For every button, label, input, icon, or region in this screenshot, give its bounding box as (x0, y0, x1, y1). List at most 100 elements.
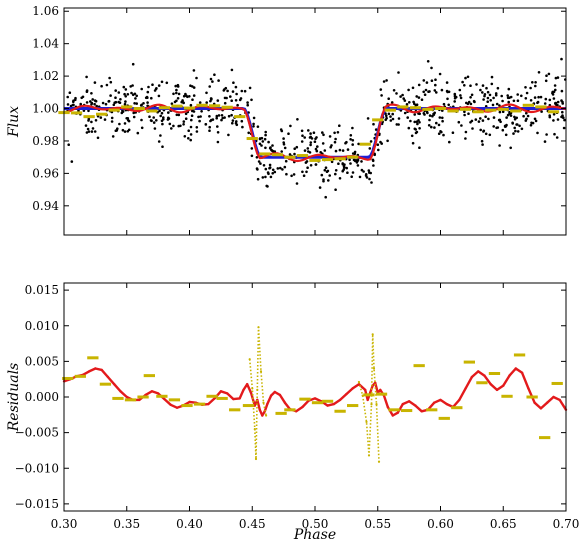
flux-data-point (543, 140, 547, 143)
flux-data-point (351, 171, 355, 174)
flux-data-point (560, 57, 563, 61)
flux-data-point (300, 129, 304, 133)
flux-data-point (160, 111, 164, 115)
residual-point (357, 383, 361, 386)
flux-data-point (492, 125, 496, 128)
residual-point (283, 401, 287, 404)
flux-data-point (324, 166, 328, 169)
flux-data-point (111, 135, 115, 138)
flux-data-point (413, 120, 417, 124)
flux-data-point (520, 127, 524, 131)
flux-data-point (385, 79, 388, 82)
flux-data-point (430, 66, 433, 70)
flux-data-point (467, 112, 470, 115)
flux-data-point (103, 118, 107, 121)
residual-point (150, 390, 154, 393)
flux-data-point (463, 113, 466, 117)
flux-data-point (512, 132, 515, 135)
residual-point (379, 388, 382, 392)
flux-data-point (418, 146, 421, 149)
flux-data-point (563, 118, 566, 122)
flux-data-point (157, 84, 161, 87)
flux-data-point (364, 174, 368, 177)
flux-data-point (133, 92, 137, 96)
flux-data-point (114, 100, 118, 104)
flux-data-point (183, 135, 187, 138)
flux-data-point (93, 102, 96, 106)
flux-data-point (435, 121, 438, 125)
flux-data-point (371, 158, 375, 162)
flux-data-point (561, 102, 564, 105)
x-tick-label: 0.45 (239, 517, 266, 531)
flux-data-point (306, 147, 310, 150)
spike-point (357, 380, 360, 384)
flux-data-point (437, 132, 441, 135)
residual-point (364, 388, 367, 392)
residual-point (175, 406, 179, 409)
x-tick-label: 0.70 (553, 517, 580, 531)
flux-data-point (387, 97, 391, 100)
flux-data-point (351, 139, 355, 142)
flux-data-point (150, 96, 153, 100)
flux-data-point (312, 131, 316, 134)
flux-data-point (423, 93, 427, 96)
flux-data-point (195, 126, 199, 129)
flux-data-point (211, 118, 215, 121)
flux-data-point (501, 99, 504, 103)
flux-data-point (152, 116, 155, 119)
flux-data-point (321, 131, 324, 134)
flux-data-point (334, 169, 338, 172)
flux-data-point (418, 121, 421, 124)
residual-point (119, 390, 122, 393)
flux-data-point (231, 90, 235, 93)
flux-data-point (86, 127, 90, 131)
flux-data-point (320, 173, 324, 177)
flux-data-point (372, 122, 375, 126)
flux-data-point (356, 164, 360, 167)
flux-data-point (91, 98, 94, 101)
flux-data-point (328, 135, 332, 138)
flux-data-point (392, 89, 396, 92)
flux-data-point (334, 188, 337, 191)
flux-data-point (473, 100, 476, 104)
flux-data-point (484, 115, 487, 118)
flux-data-point (323, 168, 327, 172)
flux-data-point (250, 98, 253, 102)
flux-data-point (109, 94, 112, 97)
residual-point (433, 401, 436, 404)
flux-data-point (189, 138, 192, 142)
x-tick-label: 0.50 (302, 517, 329, 531)
flux-data-point (87, 119, 90, 122)
flux-data-point (175, 113, 179, 117)
flux-data-point (266, 185, 269, 188)
flux-data-point (261, 140, 265, 143)
flux-data-point (93, 130, 97, 133)
flux-data-point (155, 119, 158, 122)
residual-point (345, 392, 348, 396)
flux-data-point (227, 133, 230, 137)
flux-data-point (492, 116, 496, 119)
residual-point (514, 367, 517, 370)
flux-data-point (534, 84, 537, 88)
residual-point (213, 397, 216, 400)
flux-data-point (220, 114, 224, 117)
flux-data-point (389, 119, 393, 122)
flux-data-point (374, 128, 378, 131)
flux-data-point (118, 122, 121, 126)
flux-data-point (264, 175, 267, 179)
flux-data-point (438, 72, 442, 76)
residual-point (106, 375, 110, 379)
flux-data-point (306, 166, 309, 169)
flux-data-point (246, 103, 249, 107)
flux-data-point (256, 177, 260, 181)
flux-data-point (479, 128, 483, 132)
flux-data-point (230, 99, 233, 102)
flux-data-point (438, 116, 442, 119)
flux-data-point (486, 96, 490, 100)
flux-data-point (422, 112, 426, 115)
flux-data-point (177, 92, 181, 96)
flux-data-point (369, 140, 373, 143)
flux-data-point (127, 128, 131, 132)
residual-point (94, 367, 97, 370)
flux-data-point (411, 141, 415, 145)
